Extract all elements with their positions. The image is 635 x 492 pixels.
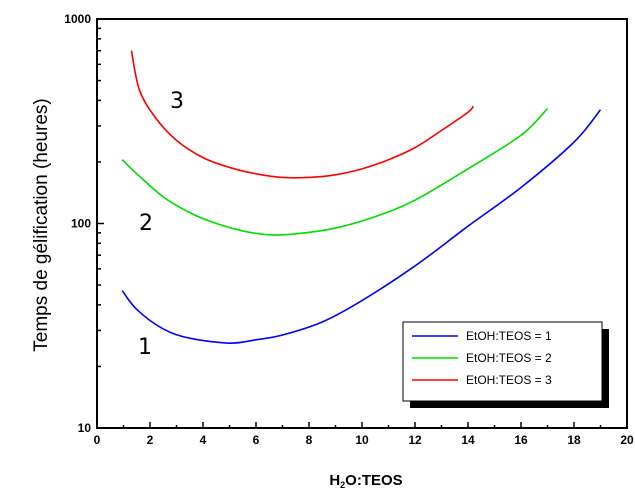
curve-number-2: 2 [139,211,153,236]
x-tick-label: 16 [514,433,528,447]
legend-label: EtOH:TEOS = 1 [466,329,552,343]
x-axis-title-subscript: 2 [340,480,345,490]
legend-label: EtOH:TEOS = 3 [466,373,552,387]
curves [121,50,602,344]
y-tick-label: 1000 [64,12,91,26]
series-line-2 [121,107,549,236]
legend: EtOH:TEOS = 1 EtOH:TEOS = 2 EtOH:TEOS = 3 [402,321,609,408]
x-tick-label: 0 [94,433,101,447]
x-tick-label: 12 [408,433,422,447]
y-axis-title: Temps de gélification (heures) [31,98,52,351]
x-tick-label: 6 [253,433,260,447]
curve-number-1: 1 [138,335,152,360]
legend-label: EtOH:TEOS = 2 [466,351,552,365]
x-axis-title-prefix: H [329,472,340,489]
x-tick-label: 14 [461,433,475,447]
x-tick-label: 18 [567,433,581,447]
plot-frame [96,18,628,429]
x-axis-title: H2O:TEOS [329,472,402,490]
series-line-3 [130,50,474,179]
y-tick-label: 10 [78,421,92,435]
y-tick-label: 100 [71,217,91,231]
x-tick-label: 8 [306,433,313,447]
curve-number-3: 3 [170,89,184,114]
x-axis-title-suffix: O:TEOS [345,472,403,489]
legend-box [402,321,603,402]
x-tick-label: 2 [147,433,154,447]
x-tick-label: 10 [355,433,369,447]
x-tick-label: 20 [620,433,634,447]
legend-items: EtOH:TEOS = 1 EtOH:TEOS = 2 EtOH:TEOS = 3 [412,329,552,387]
series-line-1 [121,109,602,344]
x-tick-label: 4 [200,433,207,447]
